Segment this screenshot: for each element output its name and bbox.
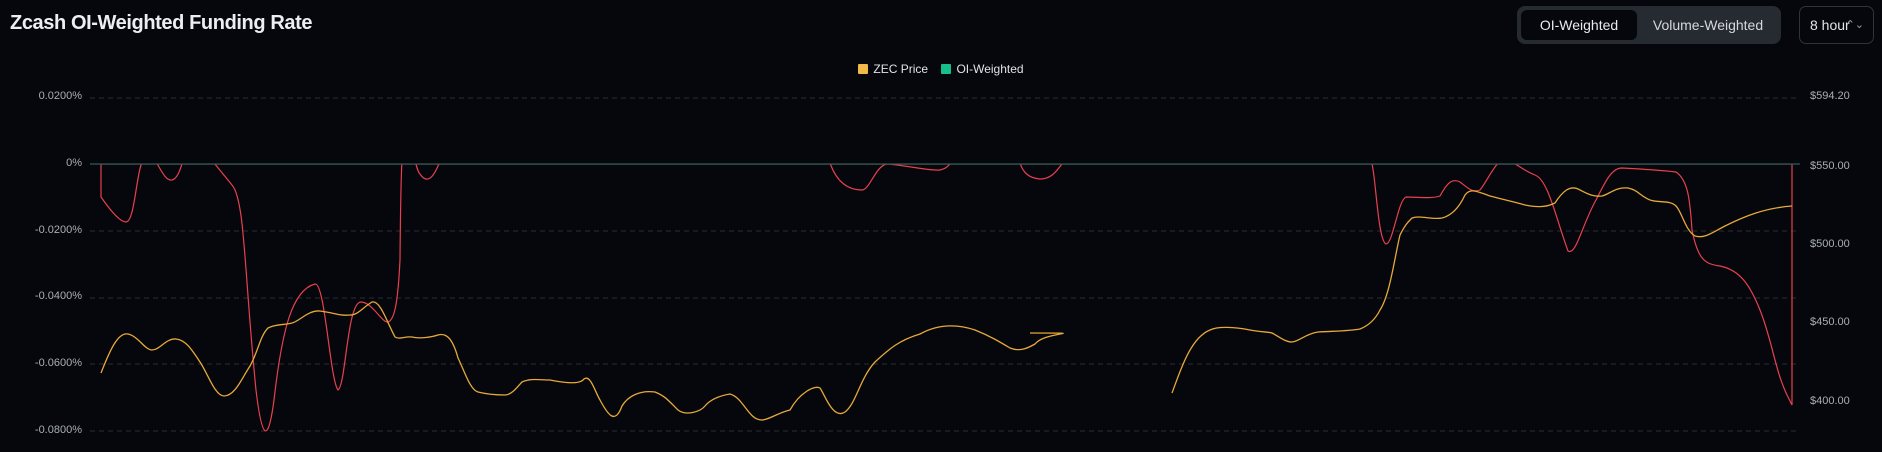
y-axis-left-tick: -0.0600%: [34, 357, 82, 369]
y-axis-left-tick: -0.0400%: [34, 290, 82, 302]
y-axis-right-tick: $450.00: [1810, 316, 1850, 328]
interval-value: 8 hour: [1810, 17, 1850, 33]
page-title: Zcash OI-Weighted Funding Rate: [10, 12, 313, 34]
zec-price-line: [100, 187, 1793, 421]
tab-oi-weighted[interactable]: OI-Weighted: [1521, 10, 1637, 40]
y-axis-left-tick: 0.0200%: [38, 90, 82, 102]
interval-select[interactable]: 8 hour ⌃⌄: [1799, 6, 1874, 44]
y-axis-left-tick: -0.0200%: [34, 224, 82, 236]
funding-area: [100, 113, 1793, 432]
y-axis-right-tick: $550.00: [1810, 160, 1850, 172]
legend-swatch-icon: [941, 64, 952, 74]
y-axis-right-tick: $400.00: [1810, 395, 1850, 407]
legend-swatch-icon: [858, 64, 869, 74]
legend-label: ZEC Price: [873, 62, 929, 76]
positive-funding-fill: [101, 113, 1792, 164]
y-axis-right-tick: $500.00: [1810, 238, 1850, 250]
tab-volume-weighted[interactable]: Volume-Weighted: [1652, 17, 1764, 33]
y-axis-left-tick: 0%: [66, 157, 82, 169]
legend-item-oi-weighted[interactable]: OI-Weighted: [941, 62, 1024, 76]
y-axis-right-tick: $594.20: [1810, 90, 1850, 102]
chart-legend: ZEC Price OI-Weighted: [0, 62, 1882, 77]
y-axis-left-tick: -0.0800%: [34, 424, 82, 436]
negative-funding-fill: [100, 164, 1793, 432]
chevron-up-down-icon: ⌃⌄: [1845, 19, 1864, 31]
weighting-toggle: OI-Weighted Volume-Weighted: [1517, 6, 1781, 44]
legend-label: OI-Weighted: [956, 62, 1024, 76]
gridlines: [90, 97, 1800, 432]
legend-item-zec-price[interactable]: ZEC Price: [858, 62, 928, 76]
